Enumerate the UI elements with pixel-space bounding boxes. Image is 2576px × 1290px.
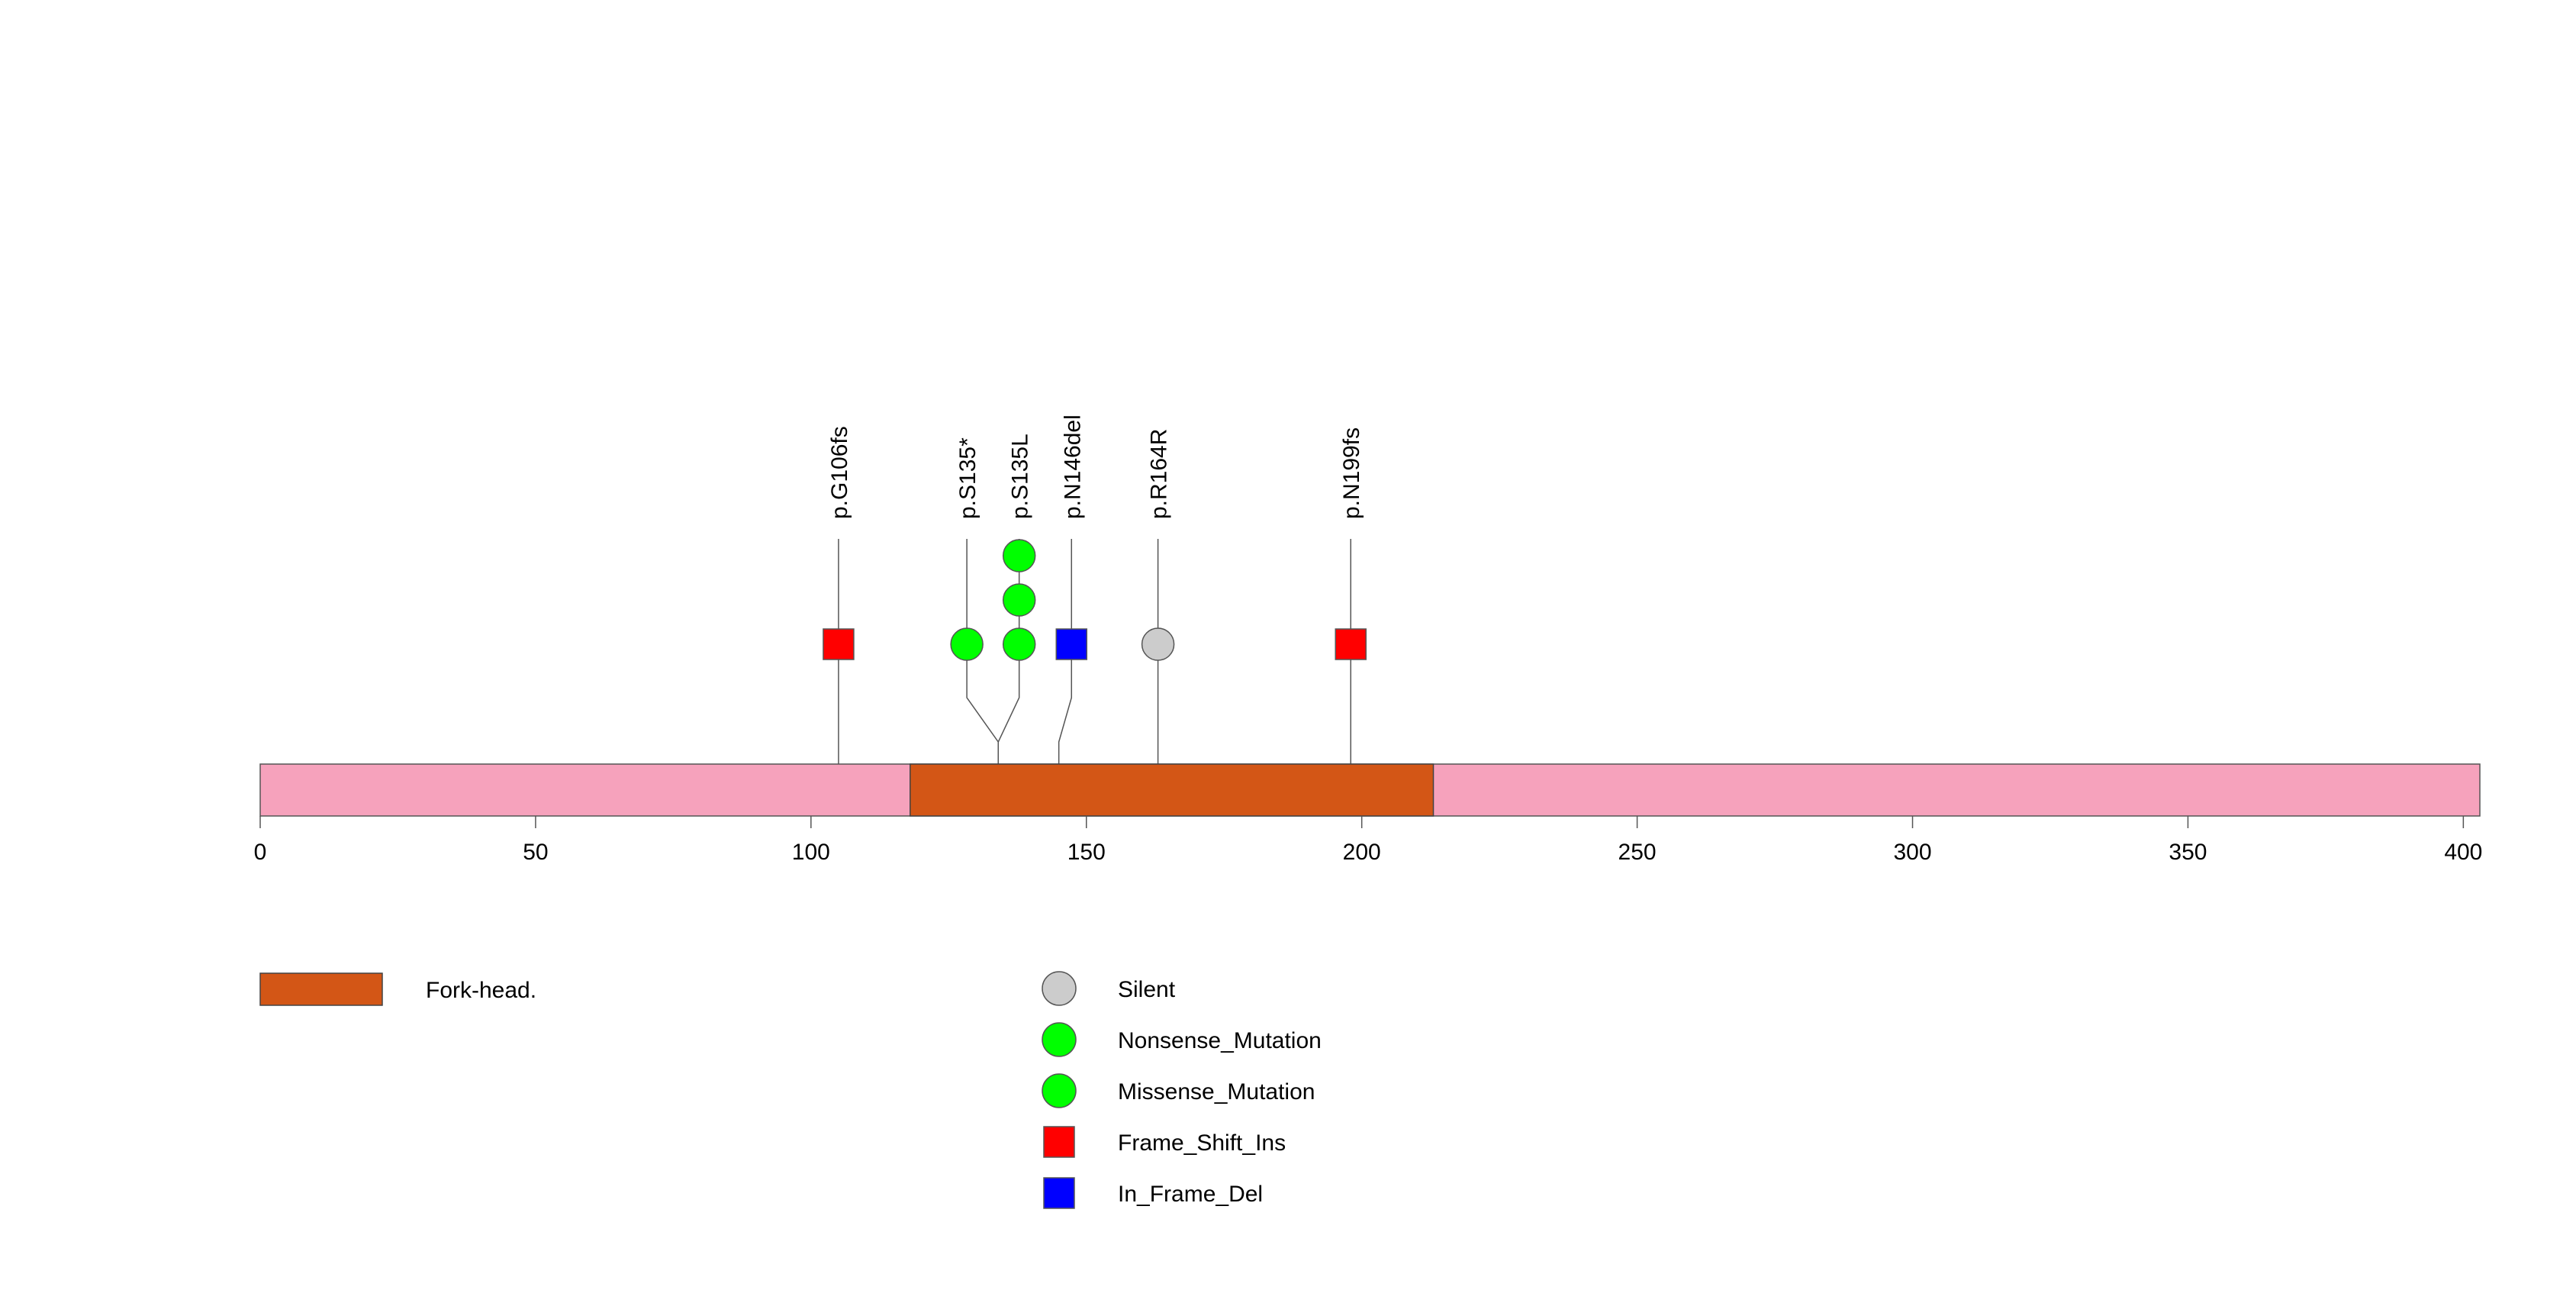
- mutation-label: p.S135*: [955, 437, 980, 519]
- legend-marker-nonsense_mutation: [1042, 1022, 1077, 1057]
- mutation-marker-missense_mutation: [1002, 627, 1036, 661]
- x-tick-label: 250: [1618, 840, 1657, 865]
- legend-domain-swatch: [259, 972, 383, 1006]
- mutation-marker-missense_mutation: [1002, 583, 1036, 617]
- domain-fork-head: [910, 763, 1435, 817]
- mutation-marker-frame_shift_ins: [823, 628, 855, 660]
- mutation-label: p.R164R: [1147, 429, 1172, 519]
- mutation-marker-nonsense_mutation: [950, 627, 984, 661]
- x-tick-label: 300: [1893, 840, 1931, 865]
- legend-marker-frame_shift_ins: [1043, 1126, 1075, 1158]
- protein-backbone: [259, 763, 2481, 817]
- legend: Fork-head. Silent Nonsense_Mutation Missens…: [259, 971, 1322, 1209]
- x-tick-label: 400: [2444, 840, 2482, 865]
- mutation-marker-silent: [1141, 627, 1175, 661]
- legend-marker-in_frame_del: [1043, 1177, 1075, 1209]
- mutation-label: p.N146del: [1060, 414, 1085, 519]
- mutation-marker-frame_shift_ins: [1335, 628, 1367, 660]
- x-axis: 0 50 100 150 200 250 300 350 400: [254, 816, 2482, 865]
- x-tick-label: 50: [523, 840, 548, 865]
- mutation-label: p.S135L: [1008, 434, 1033, 519]
- mutation-marker-missense_mutation: [1002, 539, 1036, 572]
- x-tick-label: 350: [2169, 840, 2207, 865]
- legend-domain-label: Fork-head.: [426, 978, 536, 1003]
- legend-marker-silent: [1042, 971, 1077, 1006]
- legend-marker-missense_mutation: [1042, 1073, 1077, 1108]
- x-tick-label: 200: [1343, 840, 1381, 865]
- legend-label: Missense_Mutation: [1118, 1079, 1315, 1105]
- mutation-labels: p.G106fs p.S135* p.S135L p.N146del p.R164R p.…: [827, 414, 1364, 519]
- mutation-label: p.G106fs: [827, 426, 852, 519]
- mutation-label: p.N199fs: [1339, 427, 1364, 519]
- mutation-markers: [823, 539, 1367, 661]
- x-tick-label: 100: [792, 840, 830, 865]
- legend-label: Nonsense_Mutation: [1118, 1028, 1322, 1053]
- mutation-marker-in_frame_del: [1055, 628, 1088, 660]
- legend-label: Frame_Shift_Ins: [1118, 1130, 1286, 1156]
- legend-label: Silent: [1118, 977, 1176, 1002]
- x-tick-label: 0: [254, 840, 267, 865]
- legend-label: In_Frame_Del: [1118, 1182, 1263, 1207]
- x-tick-label: 150: [1067, 840, 1106, 865]
